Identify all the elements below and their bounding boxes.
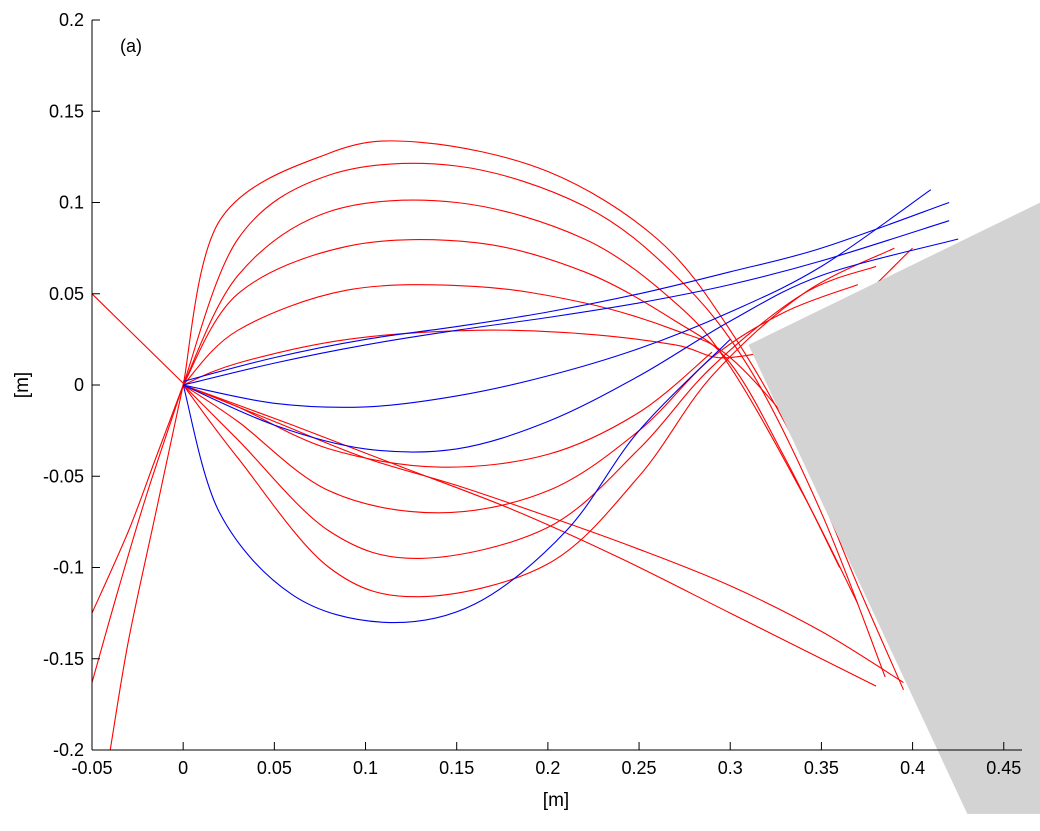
trajectory-red-6 [182, 247, 895, 598]
trajectory-blue-17 [183, 189, 932, 408]
x-tick-label: 0 [178, 758, 188, 778]
x-tick-label: 0.1 [353, 758, 378, 778]
panel-label: (a) [120, 36, 142, 56]
x-tick-label: -0.05 [71, 758, 112, 778]
axes: -0.05 0 0.05 0.1 0.15 0.2 0.25 0.3 0.35 0.4 0.45 -0… [43, 10, 1022, 778]
x-tick-label: 0.4 [900, 758, 925, 778]
y-tick-label: 0.1 [59, 193, 84, 213]
trajectory-red-9 [182, 351, 713, 468]
y-tick-label: 0.15 [49, 101, 84, 121]
x-tick-label: 0.25 [622, 758, 657, 778]
trajectory-red-2 [182, 199, 859, 605]
trajectory-red-12 [92, 384, 184, 614]
x-tick-label: 0.3 [718, 758, 743, 778]
trajectory-blue-20 [182, 339, 731, 624]
trajectory-blue-18 [182, 238, 959, 453]
y-tick-label: -0.15 [43, 649, 84, 669]
series-layer [92, 140, 959, 750]
x-tick-label: 0.35 [804, 758, 839, 778]
trajectory-red-10 [182, 384, 904, 683]
y-axis-label: [m] [12, 372, 33, 398]
x-tick-label: 0.05 [257, 758, 292, 778]
y-tick-label: 0.2 [59, 10, 84, 30]
trajectory-red-14 [109, 384, 184, 750]
x-tick-label: 0.15 [439, 758, 474, 778]
x-axis-label: [m] [543, 790, 569, 811]
obstacle-region [748, 202, 1040, 814]
trajectory-red-7 [182, 265, 877, 559]
y-tick-label: -0.1 [53, 558, 84, 578]
trajectory-blue-16 [183, 220, 950, 386]
trajectory-red-11 [183, 384, 877, 687]
x-tick-label: 0.2 [535, 758, 560, 778]
y-tick-label: 0.05 [49, 284, 84, 304]
x-tick-label: 0.45 [986, 758, 1021, 778]
trajectory-red-8 [182, 284, 859, 514]
trajectory-red-3 [182, 239, 841, 568]
trajectory-red-15 [92, 293, 184, 384]
y-tick-label: -0.2 [53, 740, 84, 760]
y-tick-label: 0 [74, 375, 84, 395]
trajectory-red-1 [182, 162, 886, 678]
trajectory-blue-19 [183, 201, 950, 382]
y-tick-label: -0.05 [43, 466, 84, 486]
trajectory-red-13 [92, 384, 184, 683]
